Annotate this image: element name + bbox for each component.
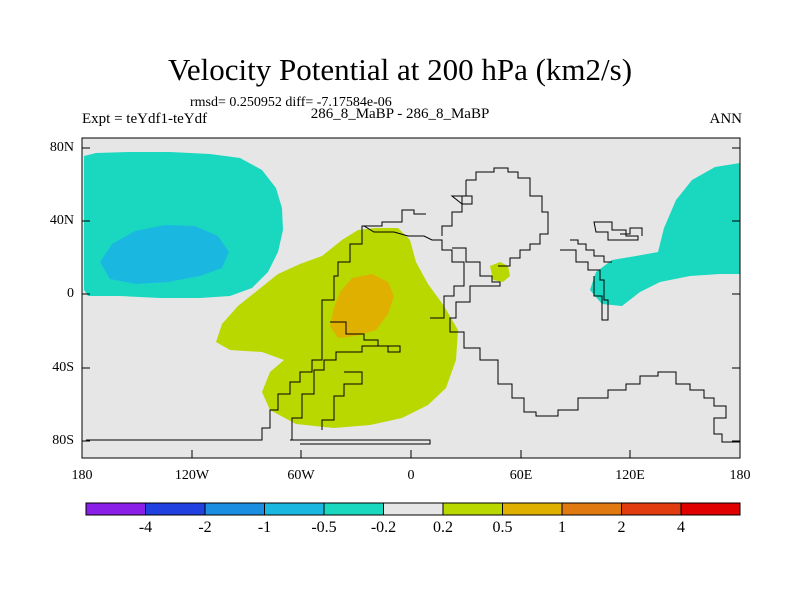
colorbar-box-8 xyxy=(502,502,563,516)
colorbar-label: 2 xyxy=(617,519,626,536)
colorbar-box-2 xyxy=(145,502,206,516)
lat-label-40n: 40N xyxy=(49,213,74,228)
colorbar-box-9 xyxy=(561,502,622,516)
coastlines xyxy=(86,167,740,445)
lon-label-180e: 180 xyxy=(729,468,751,483)
lon-label-60w: 60W xyxy=(287,468,315,483)
experiment-label: Expt = teYdf1-teYdf xyxy=(82,111,208,127)
colorbar-label: 4 xyxy=(677,519,685,536)
season-label: ANN xyxy=(709,111,743,127)
colorbar-box-4 xyxy=(264,502,325,516)
negative-core-pacific xyxy=(100,225,229,284)
lat-label-80n: 80N xyxy=(49,140,74,155)
colorbar-box-6 xyxy=(383,502,444,516)
lat-label-eq: 0 xyxy=(67,286,74,301)
colorbar-label: -4 xyxy=(138,519,153,536)
colorbar-box-10 xyxy=(621,502,682,516)
lon-label-0: 0 xyxy=(407,468,415,483)
axis-ticks xyxy=(81,147,741,458)
lon-label-180w: 180 xyxy=(71,468,93,483)
colorbar-label: 1 xyxy=(558,519,566,536)
colorbar-box-11 xyxy=(680,502,741,516)
stats-line: rmsd= 0.250952 diff= -7.17584e-06 xyxy=(190,95,392,110)
colorbar-label: -2 xyxy=(198,519,212,536)
colorbar-box-3 xyxy=(204,502,265,516)
colorbar-box-1 xyxy=(85,502,146,516)
colorbar-label: 0.5 xyxy=(492,519,513,536)
colorbar-label: 0.2 xyxy=(433,519,453,536)
lon-label-120e: 120E xyxy=(615,468,645,483)
colorbar-label: -0.2 xyxy=(370,519,397,536)
lon-label-60e: 60E xyxy=(509,468,533,483)
plot-title: Velocity Potential at 200 hPa (km2/s) xyxy=(167,52,633,87)
colorbar-label: -1 xyxy=(257,519,272,536)
colorbar-label: -0.5 xyxy=(311,519,337,536)
model-label: 286_8_MaBP - 286_8_MaBP xyxy=(310,106,490,122)
lat-label-80s: 80S xyxy=(52,433,74,448)
positive-anomaly-small xyxy=(490,262,510,282)
colorbar xyxy=(85,502,741,516)
negative-anomaly-asia xyxy=(590,163,740,306)
colorbar-box-5 xyxy=(323,502,384,516)
colorbar-box-7 xyxy=(442,502,503,516)
lat-label-40s: 40S xyxy=(52,360,74,375)
lon-label-120w: 120W xyxy=(174,468,210,483)
